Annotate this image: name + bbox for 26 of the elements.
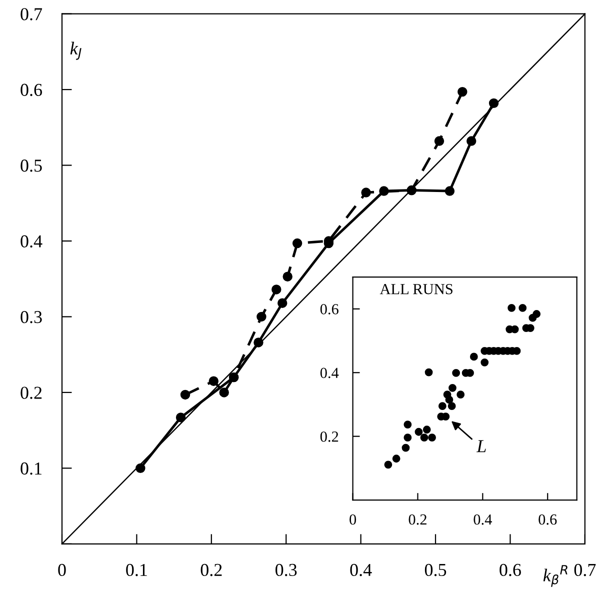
- x-axis-title: k$_{β}$$^{R}$: [543, 565, 568, 587]
- y-axis-title: k$_{J}$: [70, 42, 82, 60]
- y-tick-label: 0.3: [20, 310, 42, 324]
- y-tick-label: 0.6: [20, 84, 42, 96]
- annotation: L: [476, 440, 486, 452]
- x-tick-label: 0.3: [276, 564, 297, 576]
- chart-title: ALL RUNS: [380, 284, 452, 294]
- y-tick-label: 0.2: [20, 386, 42, 399]
- x-tick-label: 0.4: [350, 564, 372, 576]
- y-tick-label: 0.6: [320, 304, 338, 314]
- y-tick-label: 0.1: [20, 462, 42, 475]
- y-tick-label: 0.7: [20, 8, 42, 20]
- x-tick-label: 0.7: [574, 564, 596, 576]
- y-tick-label: 0.4: [20, 235, 42, 248]
- x-tick-label: 0.5: [424, 564, 446, 576]
- x-tick-label: 0: [350, 514, 356, 525]
- x-tick-label: 0.2: [200, 564, 222, 576]
- x-tick-label: 0.2: [408, 514, 426, 525]
- y-tick-label: 0.4: [320, 368, 339, 378]
- x-tick-label: 0.6: [538, 514, 557, 525]
- x-tick-label: 0: [58, 564, 66, 576]
- x-tick-label: 0.4: [474, 514, 492, 525]
- y-tick-label: 0.2: [320, 431, 338, 442]
- y-tick-label: 0.5: [20, 160, 42, 172]
- x-tick-label: 0.1: [126, 564, 147, 576]
- x-tick-label: 0.6: [500, 564, 521, 576]
